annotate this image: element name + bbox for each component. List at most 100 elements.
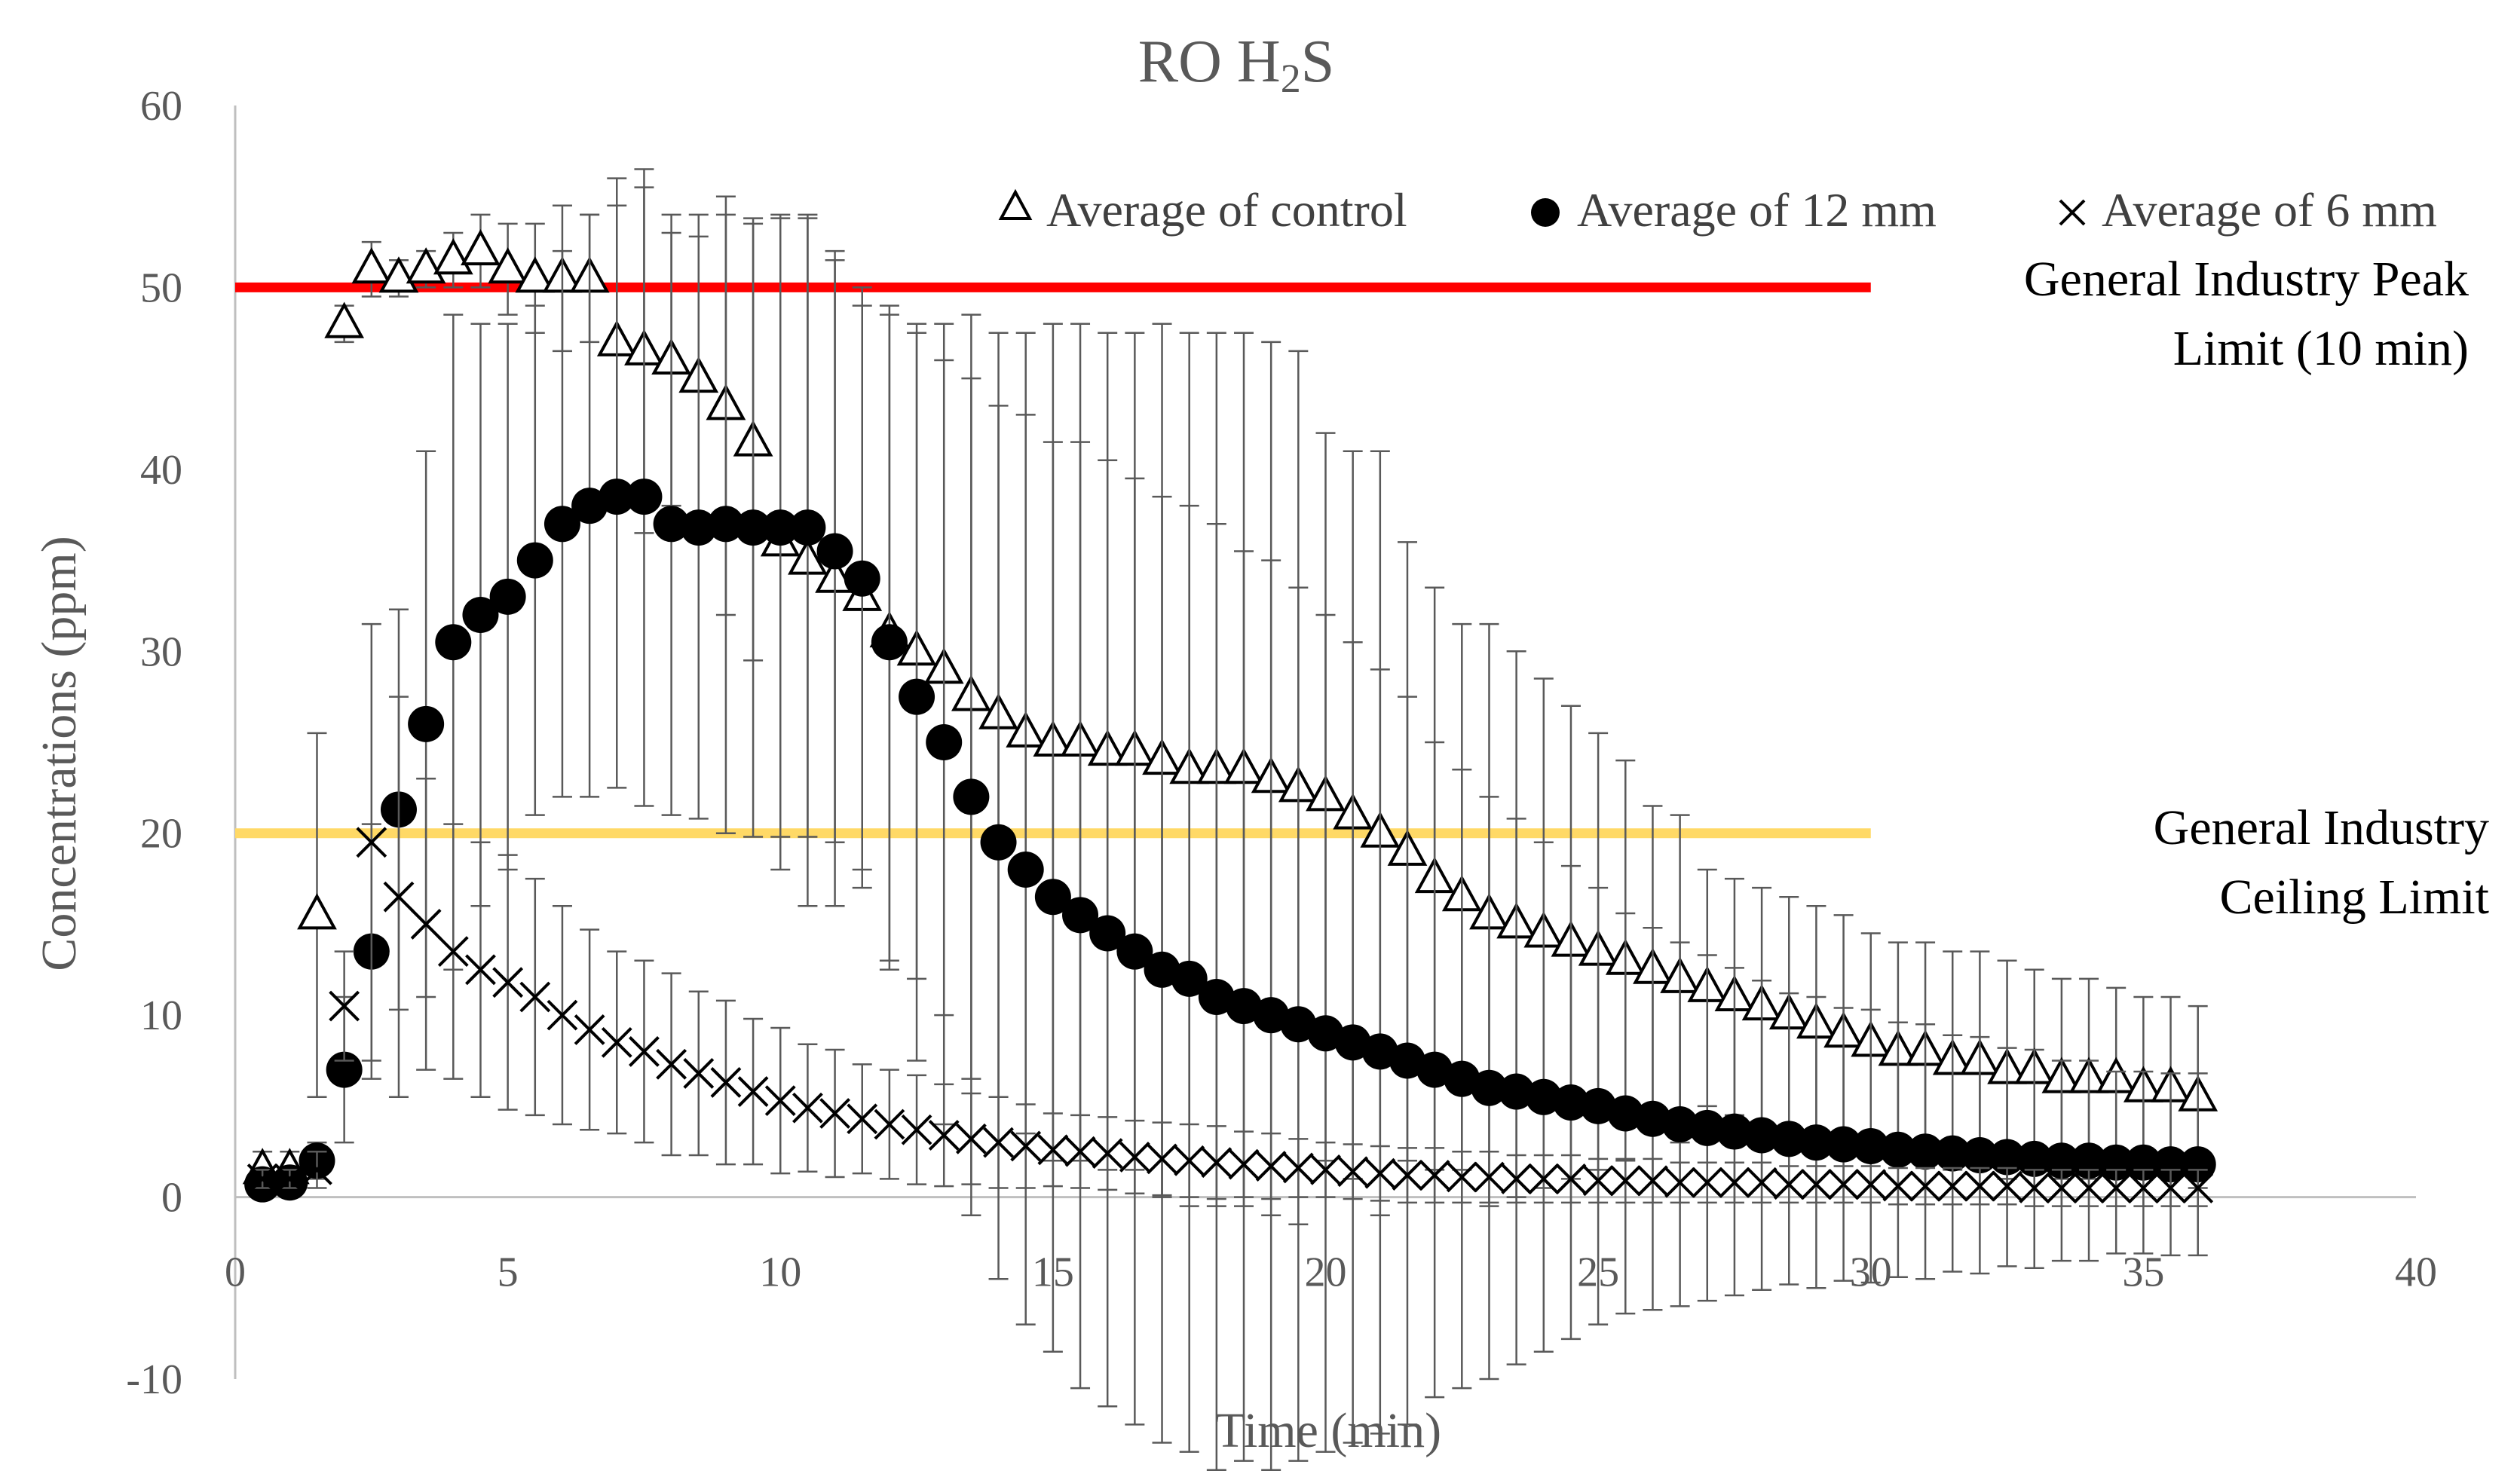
data-point-x (2073, 1173, 2105, 1203)
legend-label-6mm: Average of 6 mm (2102, 183, 2437, 237)
data-point-x (410, 909, 442, 940)
data-point-circle (926, 724, 963, 760)
y-tick-label: 0 (161, 1175, 182, 1222)
data-point-x (2100, 1173, 2132, 1203)
data-point-circle (2125, 1144, 2162, 1181)
data-point-x (1555, 1164, 1587, 1194)
peak-limit-label-line-2: Limit (10 min) (2173, 321, 2469, 376)
x-tick-label: 0 (225, 1249, 246, 1296)
data-point-circle (2016, 1140, 2053, 1177)
data-point-x (1528, 1164, 1560, 1194)
data-point-x (1828, 1169, 1860, 1200)
data-point-x (1909, 1170, 1941, 1202)
data-point-x (1719, 1167, 1750, 1198)
data-point-circle (435, 624, 472, 661)
data-point-circle (1961, 1137, 1998, 1174)
data-point-x (329, 990, 360, 1022)
data-point-x (492, 967, 524, 998)
data-point-x (465, 954, 496, 986)
data-point-circle (1007, 852, 1044, 888)
data-point-circle (1416, 1051, 1453, 1088)
data-point-x (1310, 1154, 1341, 1185)
legend-label-12mm: Average of 12 mm (1577, 183, 1937, 237)
y-tick-label: 30 (140, 628, 182, 675)
chart-title-suffix: S (1301, 29, 1335, 95)
chart-title-subscript: 2 (1281, 56, 1301, 101)
legend-item-control: Average of control (998, 183, 1407, 237)
data-point-circle (1171, 960, 1208, 997)
y-tick-label: 40 (140, 447, 182, 494)
data-point-circle (1934, 1135, 1971, 1172)
data-point-circle (626, 479, 663, 515)
data-point-circle (1253, 997, 1290, 1034)
data-point-x (1937, 1170, 1968, 1202)
data-point-circle (762, 509, 799, 546)
data-point-x (1801, 1169, 1832, 1200)
data-point-x (2155, 1173, 2186, 1203)
data-point-circle (1280, 1006, 1317, 1043)
data-point-x (356, 827, 387, 858)
data-point-circle (871, 624, 908, 661)
data-point-circle (543, 506, 580, 543)
y-tick-label: 10 (140, 992, 182, 1039)
data-point-circle (1771, 1121, 1808, 1157)
data-point-x (1582, 1165, 1614, 1197)
data-point-x (1746, 1167, 1777, 1198)
data-point-circle (1525, 1078, 1562, 1115)
data-point-circle (1852, 1127, 1889, 1164)
data-point-x (1964, 1170, 1995, 1202)
data-point-x (1228, 1148, 1260, 1180)
data-point-circle (1580, 1087, 1617, 1124)
data-point-circle (1879, 1131, 1916, 1168)
legend-circle-icon (1531, 198, 1560, 227)
y-tick-label: -10 (126, 1356, 182, 1403)
ceiling-limit-label-line-2: Ceiling Limit (2220, 870, 2490, 925)
x-tick-label: 40 (2395, 1249, 2437, 1296)
data-point-circle (1907, 1133, 1944, 1170)
data-point-x (2127, 1173, 2159, 1203)
data-point-circle (1552, 1084, 1589, 1121)
data-point-circle (1716, 1113, 1753, 1150)
data-point-x (629, 1036, 660, 1067)
data-point-x (519, 981, 551, 1013)
data-point-x (1773, 1169, 1805, 1200)
data-point-circle (1607, 1095, 1644, 1132)
data-point-x (574, 1014, 605, 1045)
data-point-x (1855, 1169, 1887, 1200)
data-point-x (1364, 1157, 1396, 1189)
data-point-circle (1798, 1124, 1835, 1161)
data-point-x (547, 999, 578, 1031)
data-point-x (656, 1048, 687, 1080)
data-point-x (928, 1120, 960, 1151)
data-point-x (1419, 1160, 1450, 1191)
data-point-triangle (488, 247, 528, 284)
data-point-x (246, 1164, 278, 1194)
data-point-x (2046, 1173, 2078, 1203)
peak-limit-label-line-1: General Industry Peak (2024, 252, 2469, 307)
data-point-x (2182, 1173, 2214, 1203)
data-point-triangle (515, 256, 556, 293)
series-12mm (244, 186, 2216, 1471)
data-point-x (955, 1123, 987, 1154)
data-point-triangle (297, 893, 337, 930)
data-point-circle (1744, 1117, 1781, 1154)
data-point-x (710, 1067, 742, 1098)
data-point-circle (571, 488, 608, 524)
data-point-circle (2098, 1144, 2135, 1181)
data-point-x (1882, 1170, 1914, 1202)
data-point-circle (735, 509, 772, 546)
x-tick-label: 35 (2122, 1249, 2164, 1296)
data-point-circle (844, 560, 880, 597)
data-point-x (2019, 1173, 2050, 1203)
data-point-circle (899, 678, 935, 715)
data-point-x (1664, 1167, 1696, 1198)
data-point-circle (1444, 1060, 1480, 1097)
data-point-x (847, 1103, 878, 1135)
legend: Average of control Average of 12 mm Aver… (998, 183, 2437, 237)
data-point-x (1609, 1165, 1641, 1197)
data-point-circle (707, 506, 744, 543)
data-point-x (764, 1085, 796, 1117)
data-point-x (383, 881, 415, 913)
data-point-x (1282, 1152, 1314, 1184)
